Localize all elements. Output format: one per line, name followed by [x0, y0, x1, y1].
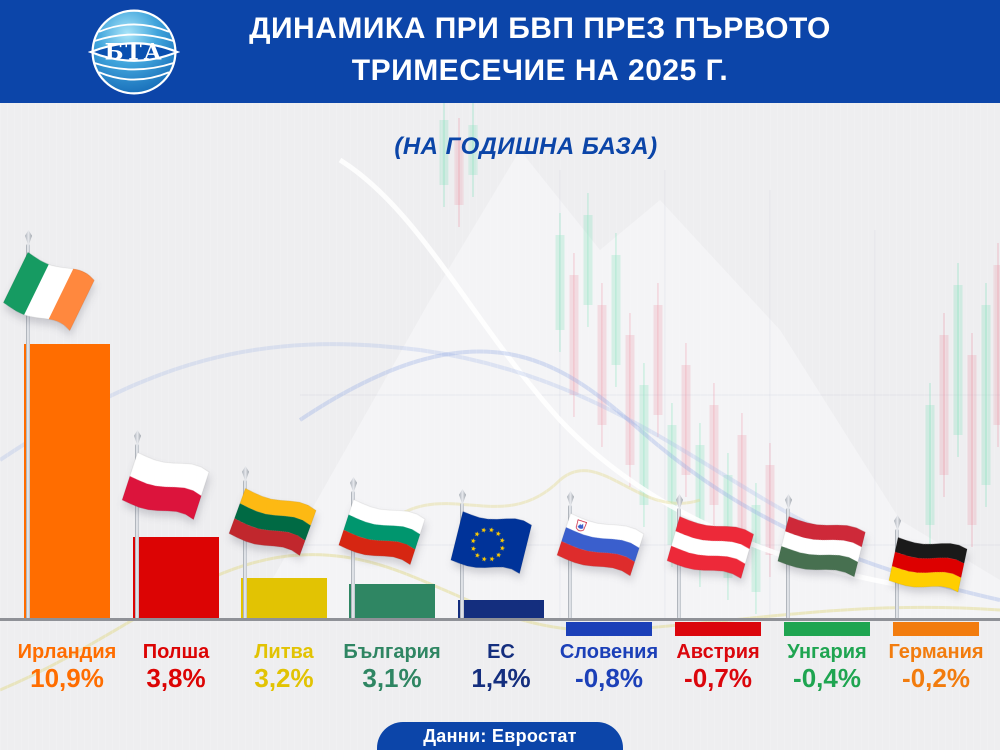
bta-logo-icon: БТА — [88, 9, 180, 95]
lithuania-value: 3,2% — [254, 663, 314, 693]
source-text: Данни: Евростат — [423, 725, 577, 746]
background-watermark — [0, 103, 1000, 692]
germany-bar — [893, 622, 979, 636]
germany-flagpole-finial-icon — [894, 515, 901, 531]
slovenia-bar — [566, 622, 652, 636]
page-title-line1: ДИНАМИКА ПРИ БВП ПРЕЗ ПЪРВОТО — [249, 12, 831, 45]
bulgaria-label: България — [343, 641, 441, 663]
poland-flagpole — [135, 444, 139, 619]
slovenia-value: -0,8% — [575, 663, 643, 693]
slovenia-label: Словения — [559, 641, 659, 663]
zero-axis-line — [0, 618, 1000, 621]
slovenia-flag-icon — [553, 505, 645, 590]
hungary-flagpole-finial-icon — [785, 494, 792, 510]
eu-flagpole-finial-icon — [459, 489, 466, 505]
germany-label: Германия — [888, 641, 984, 663]
austria-flag-icon — [664, 508, 756, 593]
austria-flagpole-finial-icon — [676, 494, 683, 510]
austria-value: -0,7% — [684, 663, 752, 693]
ireland-label: Ирландия — [17, 641, 117, 663]
header-band: БТА ДИНАМИКА ПРИ БВП ПРЕЗ ПЪРВОТО ТРИМЕС… — [0, 0, 1000, 103]
poland-bar — [133, 537, 219, 619]
slovenia-flagpole-finial-icon — [567, 491, 574, 507]
eu-label: ЕС — [487, 641, 515, 663]
austria-bar — [675, 622, 761, 636]
eu-bar — [458, 600, 544, 619]
eu-value: 1,4% — [471, 663, 531, 693]
ireland-flagpole — [26, 244, 30, 619]
ireland-value: 10,9% — [30, 663, 104, 693]
page-title-line2: ТРИМЕСЕЧИЕ НА 2025 Г. — [351, 54, 729, 87]
hungary-value: -0,4% — [793, 663, 861, 693]
poland-value: 3,8% — [146, 663, 206, 693]
germany-value: -0,2% — [902, 663, 970, 693]
slovenia-flagpole — [568, 505, 572, 619]
source-badge: Данни: Евростат — [377, 722, 623, 750]
bulgaria-value: 3,1% — [362, 663, 422, 693]
ireland-flagpole-finial-icon — [25, 230, 32, 246]
page-title: ДИНАМИКА ПРИ БВП ПРЕЗ ПЪРВОТО ТРИМЕСЕЧИЕ… — [190, 8, 890, 92]
austria-label: Австрия — [676, 641, 760, 663]
chart-subtitle: (НА ГОДИШНА БАЗА) — [394, 133, 658, 160]
germany-flag-icon — [886, 529, 968, 607]
eu-flag-icon — [448, 503, 533, 589]
hungary-bar — [784, 622, 870, 636]
lithuania-label: Литва — [254, 641, 314, 663]
lithuania-flagpole-finial-icon — [242, 466, 249, 482]
hungary-label: Унгария — [787, 641, 867, 663]
lithuania-flagpole — [243, 480, 247, 619]
poland-flagpole-finial-icon — [134, 430, 141, 446]
ireland-flag-icon — [0, 244, 96, 345]
bulgaria-flag-icon — [335, 491, 427, 579]
bulgaria-bar — [349, 584, 435, 619]
bulgaria-flagpole — [351, 491, 355, 619]
poland-label: Полша — [142, 641, 210, 663]
poland-flag-icon — [118, 444, 210, 534]
ireland-bar — [24, 344, 110, 619]
lithuania-flag-icon — [225, 480, 318, 570]
bulgaria-flagpole-finial-icon — [350, 477, 357, 493]
lithuania-bar — [241, 578, 327, 619]
bta-logo-text: БТА — [105, 39, 164, 65]
hungary-flag-icon — [775, 508, 867, 592]
